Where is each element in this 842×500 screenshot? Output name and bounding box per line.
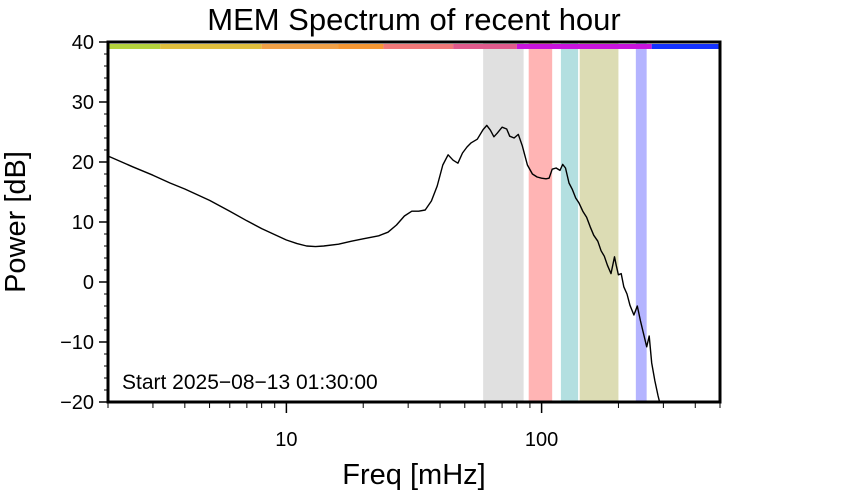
spectrum-line [108, 124, 661, 402]
frequency-band [528, 42, 553, 402]
y-tick-label: 10 [72, 212, 94, 234]
top-color-bar-segment [516, 44, 652, 49]
plot-frame [106, 40, 722, 404]
frequency-band [635, 42, 647, 402]
top-color-bar-segment [453, 44, 517, 49]
chart-title: MEM Spectrum of recent hour [207, 2, 621, 37]
x-axis-label: Freq [mHz] [342, 459, 485, 491]
top-color-bar-segment [338, 44, 384, 49]
y-tick-label: −10 [60, 332, 94, 354]
y-tick-label: 30 [72, 92, 94, 114]
y-tick-label: 20 [72, 152, 94, 174]
top-color-bar-segment [261, 44, 339, 49]
frequency-band [579, 42, 619, 402]
start-annotation: Start 2025−08−13 01:30:00 [122, 371, 378, 394]
x-tick-label: 100 [525, 429, 558, 451]
frequency-band [560, 42, 579, 402]
top-color-bar-segment [383, 44, 454, 49]
y-tick-label: 40 [72, 32, 94, 54]
y-axis-label: Power [dB] [0, 151, 32, 293]
x-tick-label: 10 [275, 429, 297, 451]
top-color-bar-segment [651, 44, 720, 49]
y-tick-label: 0 [83, 272, 94, 294]
frequency-band [483, 42, 524, 402]
top-color-bar-segment [108, 44, 161, 49]
y-tick-label: −20 [60, 392, 94, 414]
top-color-bar-segment [160, 44, 262, 49]
